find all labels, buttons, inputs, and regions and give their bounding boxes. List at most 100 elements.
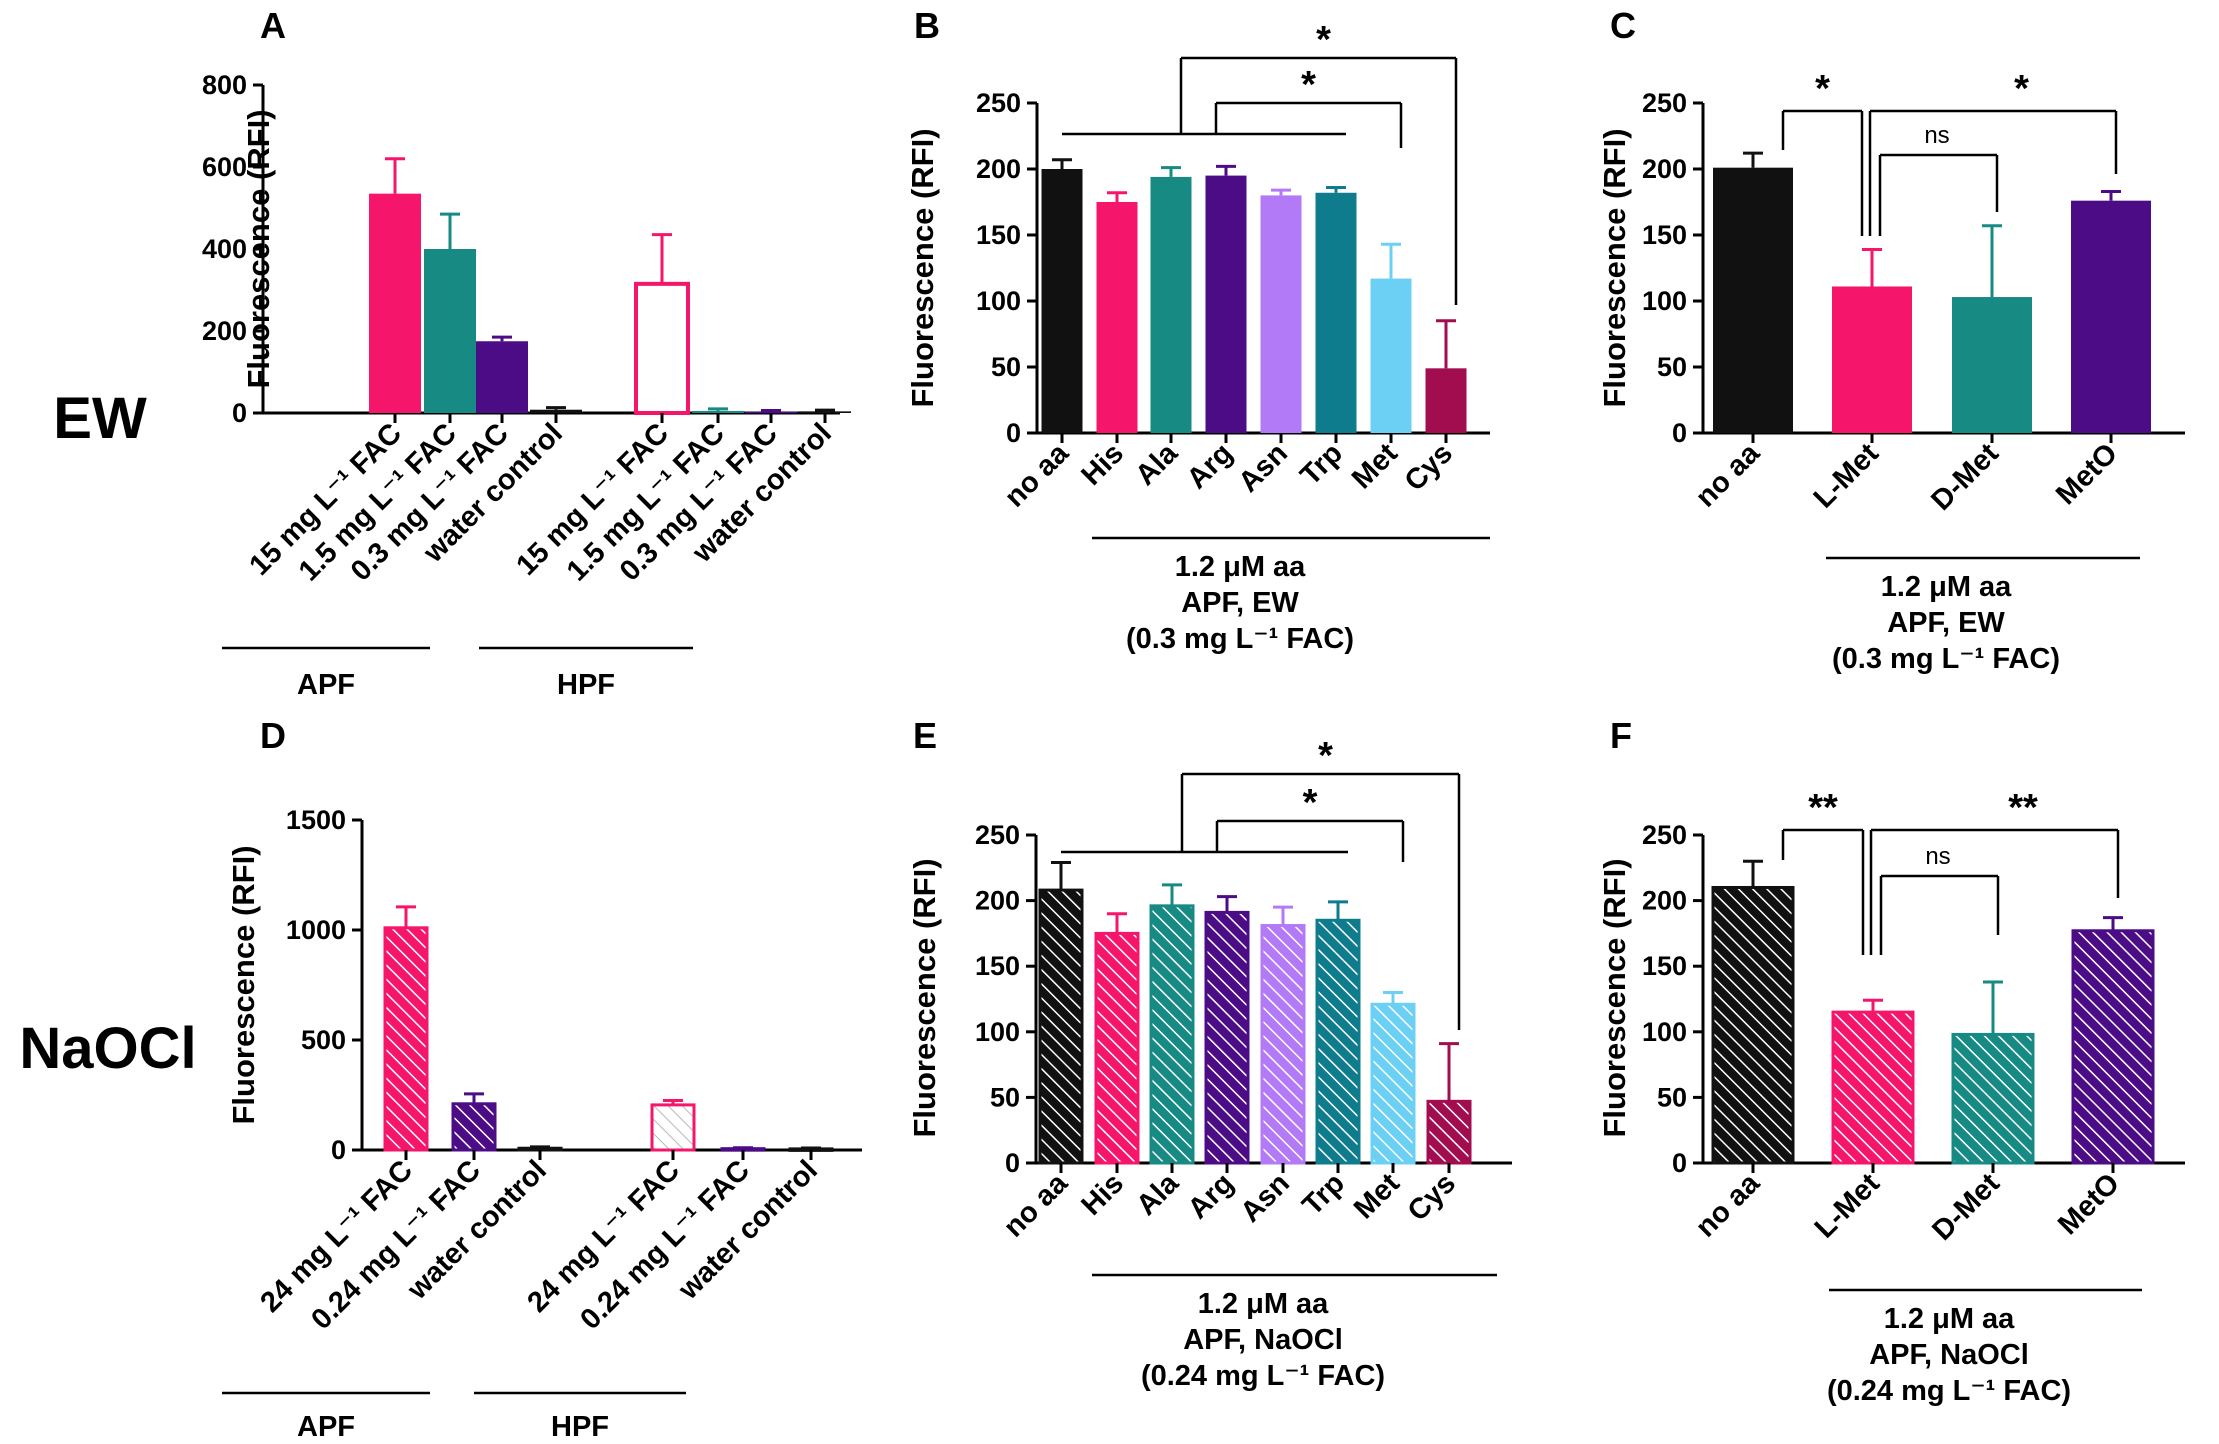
significance-star: * <box>1303 782 1318 824</box>
bar <box>1370 278 1412 433</box>
bar <box>1041 169 1083 433</box>
caption-text: 1.2 μM aa <box>1881 571 2012 603</box>
significance-star: * <box>1815 68 1830 110</box>
bar <box>1260 195 1302 433</box>
y-tick-label: 0 <box>232 398 247 428</box>
y-axis-label: Fluorescence (RFI) <box>1597 858 1632 1137</box>
bar <box>1096 202 1138 433</box>
y-tick-label: 50 <box>991 352 1021 382</box>
x-tick-label: no aa <box>1690 437 1767 514</box>
y-tick-label: 200 <box>976 154 1021 184</box>
y-tick-label: 200 <box>1642 886 1687 916</box>
significance-star: * <box>2014 68 2029 110</box>
y-tick-label: 1500 <box>286 805 346 835</box>
y-tick-label: 200 <box>1642 154 1687 184</box>
y-tick-label: 500 <box>301 1025 346 1055</box>
panel-b: B Fluorescence (RFI) 0 50 100 150 200 250 no aa H… <box>905 5 1490 655</box>
caption-text: APF, NaOCl <box>1869 1339 2029 1371</box>
panel-label: E <box>913 715 937 756</box>
y-axis-label: Fluorescence (RFI) <box>226 845 261 1124</box>
y-tick-label: 250 <box>976 88 1021 118</box>
panel-e: E Fluorescence (RFI) 0 50 100 150 200 250 no aa H… <box>907 715 1512 1392</box>
bar <box>1711 885 1795 1165</box>
x-tick-label: Asn <box>1235 1167 1296 1228</box>
panel-label: B <box>914 5 940 46</box>
group-label: HPF <box>557 669 615 701</box>
bar <box>1038 888 1084 1165</box>
x-tick-label: D-Met <box>1925 437 2005 517</box>
y-tick-label: 1000 <box>286 915 346 945</box>
x-tick-label: Trp <box>1294 437 1349 492</box>
bar <box>1713 167 1793 433</box>
y-axis-label: Fluorescence (RFI) <box>907 858 942 1137</box>
x-tick-label: Cys <box>1399 437 1459 497</box>
x-tick-label: Met <box>1346 437 1404 495</box>
bar <box>517 1146 563 1152</box>
x-tick-label: Met <box>1348 1167 1406 1225</box>
bar <box>451 1102 497 1152</box>
bar <box>1149 904 1195 1165</box>
y-axis-label: Fluorescence (RFI) <box>1597 128 1632 407</box>
bar <box>1150 176 1192 434</box>
bar <box>369 193 421 413</box>
y-tick-label: 50 <box>1657 352 1687 382</box>
y-tick-label: 50 <box>990 1082 1020 1112</box>
caption-text: (0.24 mg L⁻¹ FAC) <box>1827 1375 2071 1407</box>
bar <box>1260 924 1306 1165</box>
y-tick-label: 0 <box>331 1135 346 1165</box>
y-tick-label: 100 <box>1642 1017 1687 1047</box>
significance-star: * <box>1301 64 1316 106</box>
significance-star: * <box>1318 735 1333 777</box>
caption-text: 1.2 μM aa <box>1884 1303 2015 1335</box>
row-label-naocl: NaOCl <box>19 1016 196 1081</box>
panel-label: C <box>1610 5 1636 46</box>
significance-star: ** <box>2008 787 2038 829</box>
y-tick-label: 200 <box>975 886 1020 916</box>
significance-star: * <box>1316 19 1331 61</box>
caption-text: 1.2 μM aa <box>1175 551 1306 583</box>
x-tick-label: no aa <box>999 437 1076 514</box>
caption-text: APF, EW <box>1887 607 2005 639</box>
x-tick-label: L-Met <box>1809 1167 1887 1245</box>
significance-ns: ns <box>1925 843 1950 870</box>
bar <box>1951 1032 2035 1165</box>
bar <box>745 411 797 414</box>
caption-text: (0.3 mg L⁻¹ FAC) <box>1126 623 1354 655</box>
panel-f: F Fluorescence (RFI) 0 50 100 150 200 250 no aa L… <box>1597 715 2185 1407</box>
panel-label: A <box>260 5 286 46</box>
y-tick-label: 200 <box>202 316 247 346</box>
y-tick-label: 250 <box>975 820 1020 850</box>
bar <box>1204 910 1250 1165</box>
caption-text: APF, NaOCl <box>1183 1324 1343 1356</box>
group-label: HPF <box>551 1411 609 1443</box>
x-tick-label: L-Met <box>1808 437 1886 515</box>
y-tick-label: 600 <box>202 152 247 182</box>
bar <box>530 409 582 413</box>
y-tick-label: 150 <box>975 951 1020 981</box>
y-tick-label: 800 <box>202 70 247 100</box>
y-tick-label: 0 <box>1005 1148 1020 1178</box>
caption-text: APF, EW <box>1181 587 1299 619</box>
y-tick-label: 100 <box>976 286 1021 316</box>
bar <box>1426 1099 1472 1165</box>
bar <box>692 410 744 413</box>
x-tick-label: Trp <box>1296 1167 1351 1222</box>
y-tick-label: 400 <box>202 234 247 264</box>
bar <box>1425 368 1467 433</box>
bar <box>2071 200 2151 433</box>
group-label: APF <box>297 669 355 701</box>
y-tick-label: 150 <box>1642 951 1687 981</box>
y-tick-label: 150 <box>1642 220 1687 250</box>
panel-c: C Fluorescence (RFI) 0 50 100 150 200 250 no aa L… <box>1597 5 2185 675</box>
bar <box>1315 192 1357 433</box>
y-tick-label: 150 <box>976 220 1021 250</box>
bar <box>1315 918 1361 1165</box>
y-axis-label: Fluorescence (RFI) <box>905 128 940 407</box>
y-tick-label: 0 <box>1006 418 1021 448</box>
caption-text: (0.3 mg L⁻¹ FAC) <box>1832 643 2060 675</box>
bar <box>476 341 528 413</box>
bar <box>424 249 476 413</box>
y-tick-label: 50 <box>1657 1082 1687 1112</box>
